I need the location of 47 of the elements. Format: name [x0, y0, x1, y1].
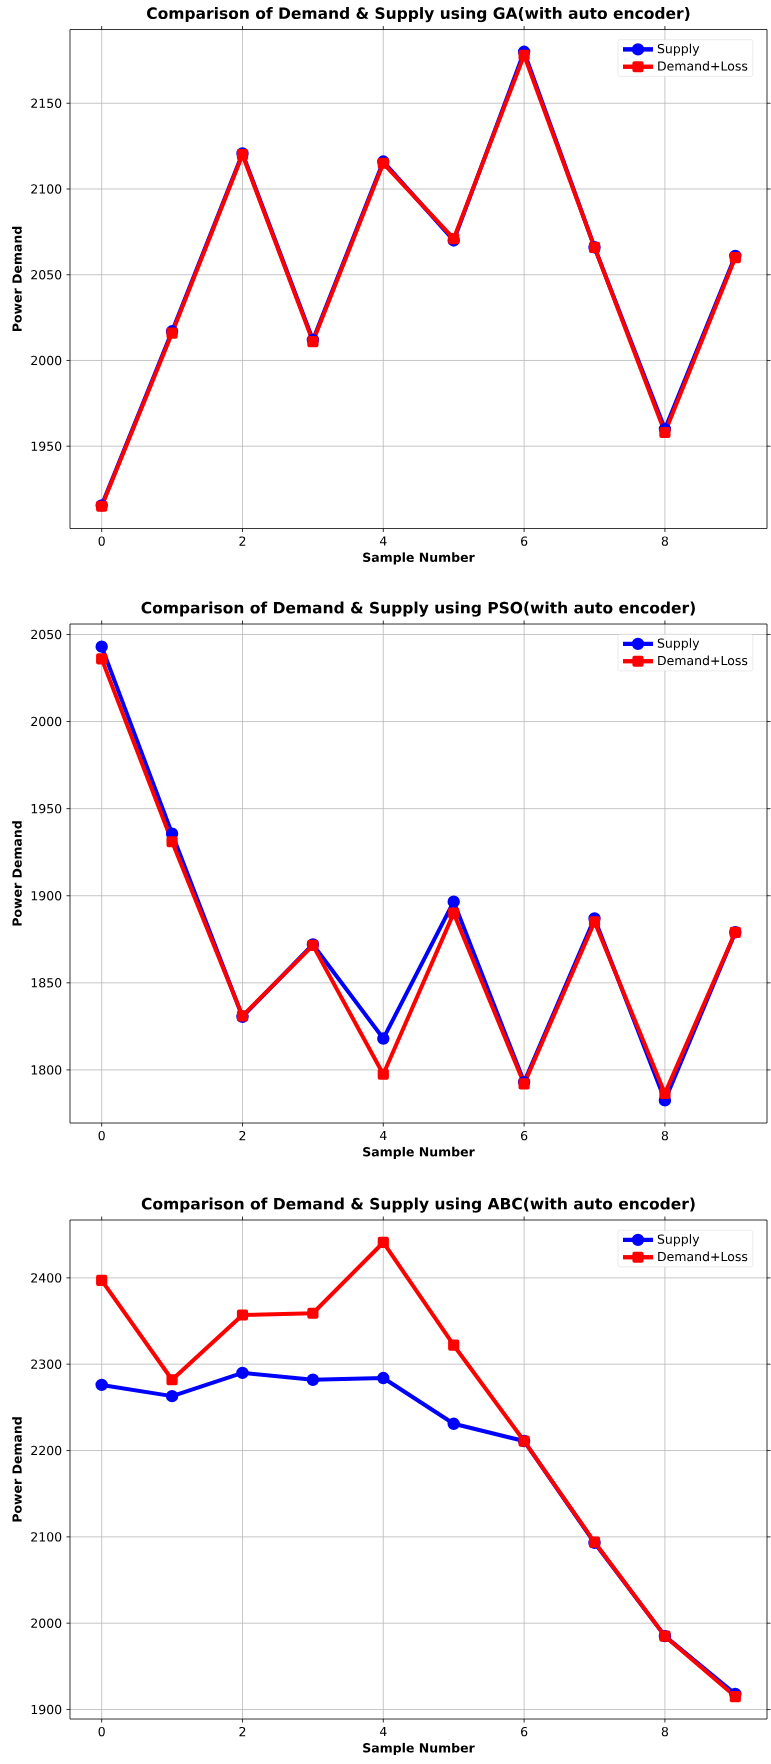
chart-title: Comparison of Demand & Supply using ABC(with auto encoder) [141, 1197, 695, 1213]
y-tick-label: 2000 [31, 716, 62, 727]
x-tick-label: 8 [661, 1726, 669, 1737]
legend-label: Supply [657, 1234, 700, 1247]
legend-label: Demand+Loss [658, 61, 748, 71]
y-tick-label: 1950 [31, 441, 62, 451]
x-tick-label: 0 [98, 536, 105, 546]
y-tick-label: 1950 [31, 803, 62, 814]
y-axis-title: Power Demand [12, 226, 22, 332]
x-tick-label: 6 [521, 536, 528, 546]
legend-label: Demand+Loss [658, 1251, 748, 1262]
x-tick-label: 4 [379, 1130, 387, 1140]
x-tick-label: 2 [239, 1130, 246, 1141]
y-axis-title: Power Demand [12, 821, 22, 926]
y-tick-label: 2050 [31, 270, 62, 280]
x-axis-title: Sample Number [363, 1742, 475, 1755]
legend-label: Supply [657, 638, 700, 651]
y-tick-label: 1800 [31, 1065, 62, 1075]
y-tick-label: 2300 [31, 1359, 62, 1369]
chart-title: Comparison of Demand & Supply using PSO(with auto encoder) [141, 601, 695, 617]
x-tick-label: 2 [239, 536, 246, 546]
x-tick-label: 0 [98, 1130, 105, 1141]
y-tick-label: 1900 [31, 891, 62, 901]
legend-label: Demand+Loss [658, 655, 748, 666]
x-tick-label: 2 [239, 1726, 246, 1737]
y-tick-label: 2100 [31, 184, 62, 194]
x-tick-label: 4 [379, 1726, 387, 1737]
y-tick-label: 2200 [31, 1445, 62, 1456]
y-tick-label: 2000 [31, 1618, 62, 1628]
x-tick-label: 6 [521, 1726, 528, 1737]
x-axis-title: Sample Number [363, 1146, 475, 1159]
x-tick-label: 8 [661, 1130, 669, 1141]
y-tick-label: 2050 [31, 629, 62, 640]
chart-title: Comparison of Demand & Supply using GA(with auto encoder) [147, 7, 690, 23]
y-tick-label: 2000 [31, 355, 62, 366]
x-axis-title: Sample Number [363, 552, 475, 565]
x-tick-label: 8 [661, 536, 669, 546]
y-tick-label: 2100 [31, 1532, 62, 1542]
y-axis-title: Power Demand [12, 1417, 22, 1522]
y-tick-label: 1850 [31, 978, 62, 988]
legend-label: Supply [657, 43, 700, 56]
x-tick-label: 0 [98, 1726, 105, 1737]
y-tick-label: 2400 [31, 1273, 62, 1283]
x-tick-label: 6 [521, 1130, 528, 1141]
y-tick-label: 1900 [31, 1704, 62, 1715]
x-tick-label: 4 [379, 536, 387, 546]
y-tick-label: 2150 [31, 98, 62, 108]
